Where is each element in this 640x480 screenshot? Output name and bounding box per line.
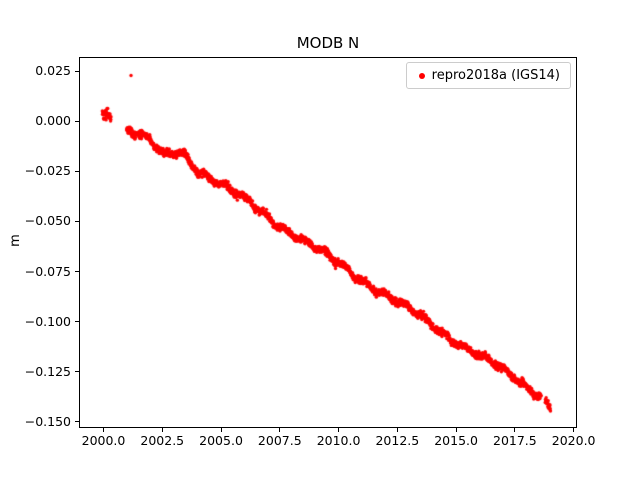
y-tick-label: 0.000 xyxy=(35,113,71,129)
x-tick-mark xyxy=(396,428,398,432)
x-tick-mark xyxy=(103,428,104,432)
legend: repro2018a (IGS14) xyxy=(405,62,571,89)
y-tick-mark xyxy=(75,120,79,122)
x-tick-label: 2010.0 xyxy=(316,433,361,448)
chart-title: MODB N xyxy=(296,34,360,52)
scatter-points-canvas xyxy=(80,58,576,427)
y-tick-mark xyxy=(75,70,79,72)
y-axis-label: m xyxy=(7,234,23,247)
x-tick-mark xyxy=(220,428,222,432)
x-tick-mark xyxy=(573,428,575,432)
x-tick-mark xyxy=(279,428,281,432)
y-tick-label: −0.100 xyxy=(24,313,71,329)
y-tick-label: −0.050 xyxy=(24,213,71,229)
y-tick-label: −0.075 xyxy=(24,263,71,279)
x-tick-mark xyxy=(338,428,340,432)
y-tick-label: 0.025 xyxy=(35,63,71,79)
x-tick-label: 2007.5 xyxy=(257,433,302,448)
x-tick-label: 2002.5 xyxy=(140,433,185,448)
x-tick-label: 2020.0 xyxy=(551,433,596,448)
y-tick-label: −0.025 xyxy=(24,163,71,179)
y-tick-mark xyxy=(75,170,79,172)
x-tick-label: 2000.0 xyxy=(81,433,126,448)
x-tick-label: 2017.5 xyxy=(493,433,537,448)
y-tick-mark xyxy=(75,271,79,273)
legend-marker-dot xyxy=(418,72,425,79)
y-tick-mark xyxy=(75,220,79,222)
x-tick-label: 2012.5 xyxy=(375,433,420,448)
x-tick-label: 2015.0 xyxy=(434,433,478,448)
y-tick-mark xyxy=(75,421,79,423)
plot-area: repro2018a (IGS14) xyxy=(79,57,577,428)
y-tick-mark xyxy=(75,321,79,323)
y-tick-label: −0.150 xyxy=(24,413,71,429)
x-tick-mark xyxy=(514,428,516,432)
x-tick-mark xyxy=(455,428,457,432)
y-tick-label: −0.125 xyxy=(24,363,71,379)
y-tick-mark xyxy=(75,371,79,373)
x-tick-label: 2005.0 xyxy=(199,433,243,448)
x-tick-mark xyxy=(161,428,163,432)
legend-label: repro2018a (IGS14) xyxy=(431,68,560,83)
